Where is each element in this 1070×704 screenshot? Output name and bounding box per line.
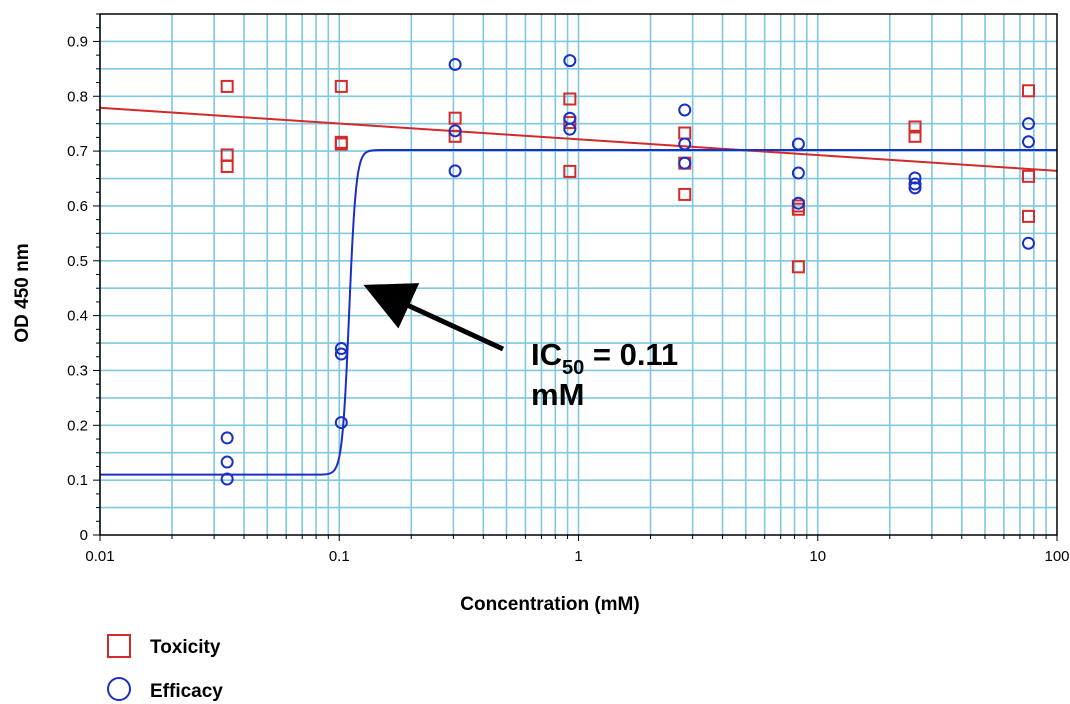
x-tick-label: 1 <box>574 548 582 565</box>
efficacy-point <box>563 122 577 136</box>
fit-curve-toxicity <box>99 106 1058 172</box>
toxicity-point <box>220 79 234 93</box>
efficacy-point <box>678 156 692 170</box>
toxicity-point <box>791 260 805 274</box>
x-tick-label: 0.01 <box>85 548 114 565</box>
x-tick-label: 10 <box>809 548 826 565</box>
efficacy-point <box>334 347 348 361</box>
y-tick-label: 0.1 <box>67 472 88 489</box>
efficacy-point <box>448 164 462 178</box>
efficacy-point <box>448 124 462 138</box>
grid <box>99 14 1057 535</box>
toxicity-point <box>908 120 922 134</box>
annotation-line1: IC50 = 0.11 <box>531 337 678 379</box>
efficacy-point <box>448 57 462 71</box>
efficacy-point <box>1021 236 1035 250</box>
annotation-line2: mM <box>531 377 584 412</box>
toxicity-point <box>1021 84 1035 98</box>
y-tick-label: 0.6 <box>67 198 88 215</box>
efficacy-point <box>678 103 692 117</box>
efficacy-point <box>791 166 805 180</box>
toxicity-point <box>678 187 692 201</box>
toxicity-point <box>1021 169 1035 183</box>
efficacy-point <box>908 177 922 191</box>
efficacy-point <box>220 455 234 469</box>
efficacy-point <box>908 171 922 185</box>
fit-curves <box>99 106 1058 476</box>
efficacy-point <box>791 137 805 151</box>
efficacy-point <box>563 54 577 68</box>
legend-square-icon <box>107 634 131 658</box>
toxicity-point <box>334 137 348 151</box>
x-axis-label: Concentration (mM) <box>460 594 639 615</box>
fit-curve-efficacy <box>100 149 1057 476</box>
legend: Toxicity Efficacy <box>107 634 223 702</box>
y-tick-label: 0.8 <box>67 88 88 105</box>
efficacy-point <box>220 472 234 486</box>
y-tick-labels: 0 0.1 0.2 0.3 0.4 0.5 0.6 0.7 0.8 0.9 <box>67 33 88 544</box>
data-points <box>220 54 1035 486</box>
annotation-value: = 0.11 <box>584 337 678 372</box>
toxicity-point <box>908 129 922 143</box>
toxicity-point <box>791 202 805 216</box>
annotation-ic: IC <box>531 337 562 372</box>
x-tick-label: 0.1 <box>329 548 350 565</box>
efficacy-point <box>334 416 348 430</box>
efficacy-point <box>1021 135 1035 149</box>
toxicity-point <box>334 79 348 93</box>
toxicity-point <box>448 111 462 125</box>
x-tick-label: 100 <box>1044 548 1069 565</box>
toxicity-point <box>563 116 577 130</box>
legend-label-efficacy: Efficacy <box>150 681 223 702</box>
efficacy-point <box>334 342 348 356</box>
efficacy-point <box>908 181 922 195</box>
efficacy-point <box>791 196 805 210</box>
y-tick-label: 0.5 <box>67 253 88 270</box>
efficacy-point <box>678 137 692 151</box>
y-tick-label: 0.2 <box>67 417 88 434</box>
annotation-arrow <box>363 283 505 352</box>
toxicity-point <box>448 129 462 143</box>
toxicity-point <box>1021 209 1035 223</box>
y-tick-label: 0.9 <box>67 33 88 50</box>
y-tick-label: 0.4 <box>67 308 88 325</box>
legend-label-toxicity: Toxicity <box>150 637 221 658</box>
y-tick-label: 0.3 <box>67 362 88 379</box>
y-axis-label: OD 450 nm <box>12 243 33 342</box>
efficacy-point <box>220 431 234 445</box>
annotation-subscript: 50 <box>562 357 584 379</box>
axis-ticks <box>93 13 1058 541</box>
toxicity-point <box>563 92 577 106</box>
x-tick-labels: 0.01 0.1 1 10 100 <box>85 548 1069 565</box>
efficacy-point <box>1021 117 1035 131</box>
y-tick-label: 0.7 <box>67 143 88 160</box>
toxicity-point <box>563 164 577 178</box>
legend-circle-icon <box>107 677 131 701</box>
toxicity-point <box>220 159 234 173</box>
y-tick-label: 0 <box>80 527 88 544</box>
